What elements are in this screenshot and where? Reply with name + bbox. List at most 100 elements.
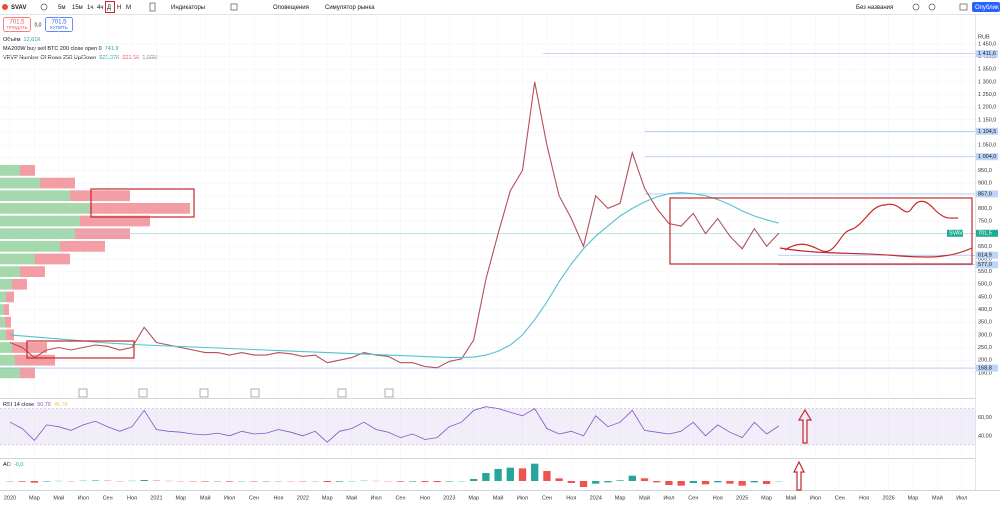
snapshot-button[interactable] [959, 3, 968, 11]
y-tick-label: 1 250,0 [978, 92, 996, 98]
settings-button[interactable] [928, 3, 936, 11]
ao-bar [335, 481, 344, 482]
ao-bar [531, 463, 539, 481]
x-tick-label: Ноя [127, 495, 137, 501]
price-label-box [976, 251, 998, 259]
profile-up-bar [0, 165, 20, 176]
interval-button[interactable]: 5м [58, 5, 65, 11]
ao-bar [409, 481, 417, 482]
ao-bar [616, 480, 624, 481]
interval-button[interactable]: Д [107, 5, 111, 11]
profile-up-bar [0, 215, 80, 227]
currency-label: RUB [978, 34, 990, 40]
symbol-icon [2, 4, 8, 10]
legend-value: 12,61К [24, 37, 42, 43]
y-tick-label: 1 350,0 [978, 67, 996, 73]
indicator-legend: MA200W buy sell BTC 200 close open 0 741,… [3, 46, 119, 52]
x-tick-label: Ноя [566, 495, 576, 501]
templates-button[interactable] [230, 3, 238, 11]
ao-bar [762, 481, 771, 484]
profile-down-bar [60, 240, 105, 252]
x-tick-label: Июл [663, 495, 674, 501]
symbol-label: SVAV [949, 231, 963, 237]
x-tick-label: Сен [395, 495, 405, 501]
x-tick-label: Мар [468, 495, 479, 501]
x-tick-label: Июл [956, 495, 967, 501]
profile-up-bar [0, 190, 70, 202]
symbol[interactable]: SVAV [11, 5, 26, 11]
interval-button[interactable]: 1ч [87, 5, 93, 11]
y-tick-label: 1 200,0 [978, 105, 996, 111]
x-tick-label: Июл [370, 495, 381, 501]
publish-label: Опублик [975, 5, 999, 11]
profile-down-bar [35, 253, 70, 265]
x-tick-label: Июл [810, 495, 821, 501]
y-tick-label: 300,0 [978, 332, 992, 338]
earnings-marker[interactable] [250, 388, 260, 398]
ao-bar [628, 475, 636, 481]
profile-down-bar [20, 367, 35, 379]
price-label: 701,5 [978, 231, 992, 237]
y-tick-label: 650,0 [978, 244, 992, 250]
profile-up-bar [0, 202, 90, 214]
earnings-marker[interactable] [337, 388, 347, 398]
profile-down-bar [6, 291, 14, 303]
projection-curve [779, 247, 973, 258]
profile-up-bar [0, 228, 75, 240]
y-tick-label: 900,0 [978, 181, 992, 187]
interval-button[interactable]: 15м [72, 5, 83, 11]
y-tick-label: 40,00 [978, 433, 992, 439]
ao-bar [470, 479, 478, 481]
indicators-button[interactable]: Индикаторы [171, 5, 205, 11]
replay-button[interactable]: Симулятор рынка [325, 5, 375, 11]
earnings-marker[interactable] [384, 388, 394, 398]
publish-button[interactable] [972, 2, 1000, 12]
interval-button[interactable]: М [126, 5, 131, 11]
series-line [9, 406, 780, 443]
layout-name[interactable]: Без названия [856, 5, 893, 11]
y-tick-label: 450,0 [978, 294, 992, 300]
legend-value: 50,76 [37, 402, 51, 408]
profile-down-bar [12, 342, 47, 353]
x-tick-label: Май [932, 494, 943, 501]
profile-up-bar [0, 354, 15, 366]
arrow [793, 460, 805, 491]
earnings-marker[interactable] [199, 388, 209, 398]
x-tick-label: Сен [542, 495, 552, 501]
alerts-button[interactable]: Оповещения [273, 5, 309, 11]
search-button[interactable] [912, 3, 920, 11]
legend-value: 825,37К [99, 55, 120, 61]
chart-type-button[interactable] [149, 2, 156, 12]
ao-bar [567, 481, 575, 483]
ao-bar [506, 467, 514, 481]
add-symbol-button[interactable] [40, 3, 48, 11]
x-tick-label: Сен [688, 495, 698, 501]
y-tick-label: 600,0 [978, 256, 992, 262]
indicator-legend: RSI 14 close 50,76 46,76 [3, 402, 68, 408]
x-tick-label: Мар [908, 495, 919, 501]
ao-bar [140, 480, 148, 481]
x-tick-label: Мар [29, 495, 40, 501]
interval-button[interactable]: 4ч [97, 5, 103, 11]
profile-down-bar [6, 329, 14, 341]
ao-bar [604, 481, 612, 483]
profile-up-bar [0, 253, 35, 265]
annotation-box [105, 1, 115, 13]
profile-down-bar [12, 278, 27, 290]
x-tick-label: Мар [761, 495, 772, 501]
price-label: 1 104,5 [978, 129, 996, 135]
legend-value: -0,0 [14, 462, 23, 468]
x-tick-label: 2026 [882, 495, 894, 501]
x-tick-label: Ноя [859, 495, 869, 501]
earnings-marker[interactable] [78, 388, 88, 398]
price-label: 1 411,6 [978, 51, 996, 57]
x-tick-label: Июл [517, 495, 528, 501]
interval-button[interactable]: Н [117, 5, 121, 11]
y-tick-label: 400,0 [978, 307, 992, 313]
annotations [26, 188, 973, 491]
earnings-marker[interactable] [138, 388, 148, 398]
ao-bar [701, 481, 710, 485]
indicator-legend: Объём 12,61К [3, 37, 41, 43]
x-tick-label: Мар [322, 495, 333, 501]
profile-down-bar [4, 304, 9, 315]
